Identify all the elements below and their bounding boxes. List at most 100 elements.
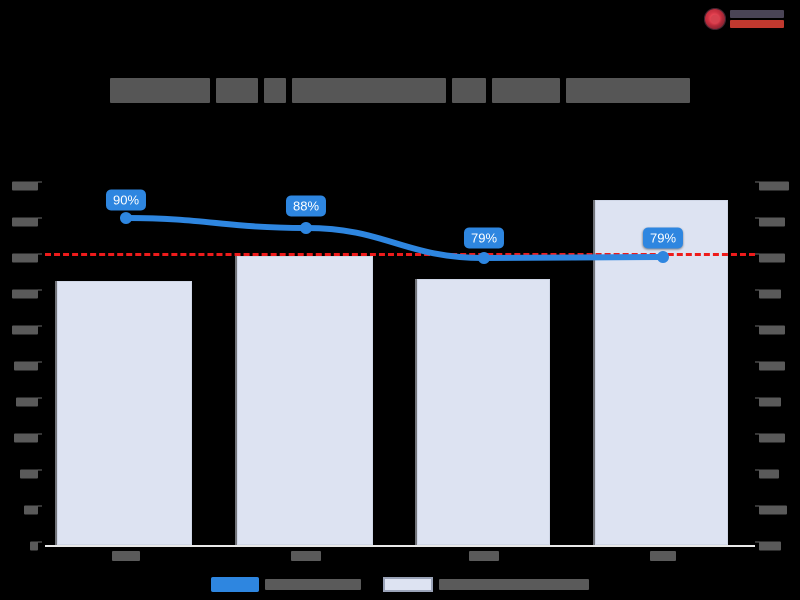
right-axis-tickmark (755, 469, 760, 471)
bar-column[interactable] (57, 281, 192, 545)
right-axis-tickmark (755, 541, 760, 543)
x-axis-category-text (291, 551, 321, 561)
left-axis-tickmark (37, 469, 42, 471)
right-axis-tick-text (759, 397, 781, 407)
data-label: 79% (642, 227, 684, 249)
right-axis-tickmark (755, 217, 760, 219)
data-label: 88% (285, 195, 327, 217)
title-word-2 (263, 78, 286, 103)
legend-label (439, 579, 589, 590)
x-axis-category-label (469, 548, 499, 566)
right-axis-tick-label (759, 214, 785, 227)
x-axis-category-label (112, 548, 140, 566)
logo-wordmark (730, 10, 784, 28)
left-axis-tick-label (30, 538, 38, 551)
left-axis-tickmark (37, 217, 42, 219)
left-axis-tick-text (14, 361, 38, 371)
legend-bar-swatch (383, 577, 433, 592)
left-axis-tick-text (12, 289, 38, 299)
right-axis-tickmark (755, 181, 760, 183)
left-axis-tick-label (14, 430, 38, 443)
right-axis-tickmark (755, 505, 760, 507)
bar-column[interactable] (595, 200, 728, 545)
title-word-3 (292, 78, 446, 103)
left-axis-tick-label (12, 214, 38, 227)
left-axis-tick-label (12, 250, 38, 263)
left-axis-tick-text (30, 541, 38, 551)
x-axis-category-text (650, 551, 676, 561)
left-axis-tick-label (24, 502, 38, 515)
right-axis-tick-text (759, 361, 785, 371)
right-axis-tick-text (759, 217, 785, 227)
left-axis-tickmark (37, 541, 42, 543)
title-word-0 (109, 78, 210, 103)
chart-legend (0, 577, 800, 592)
right-axis-tick-label (759, 286, 781, 299)
x-axis-category-label (650, 548, 676, 566)
y-axis-right (755, 170, 797, 551)
x-axis-category-text (469, 551, 499, 561)
title-word-1 (215, 78, 258, 103)
left-axis-tickmark (37, 361, 42, 363)
page-title (0, 78, 800, 109)
right-axis-tick-text (759, 253, 785, 263)
x-axis-category-labels (45, 548, 755, 564)
right-axis-tick-label (759, 178, 789, 191)
legend-label (265, 579, 361, 590)
right-axis-tick-label (759, 250, 785, 263)
right-axis-tick-text (759, 289, 781, 299)
data-label: 79% (463, 227, 505, 249)
left-axis-tickmark (37, 505, 42, 507)
left-axis-tick-text (12, 181, 38, 191)
bar-column[interactable] (417, 279, 550, 545)
logo-wordmark-line-1 (730, 10, 784, 18)
target-reference-line (45, 253, 755, 256)
right-axis-tick-label (759, 502, 787, 515)
left-axis-tick-label (16, 394, 38, 407)
bar-column[interactable] (237, 256, 373, 545)
right-axis-tick-label (759, 358, 785, 371)
right-axis-tickmark (755, 325, 760, 327)
left-axis-tick-label (20, 466, 38, 479)
legend-line-swatch (211, 577, 259, 592)
legend-bar-series[interactable] (383, 577, 589, 592)
x-axis-category-text (112, 551, 140, 561)
title-word-6 (566, 78, 691, 103)
right-axis-tick-text (759, 433, 785, 443)
y-axis-left (0, 170, 42, 551)
left-axis-tick-text (12, 217, 38, 227)
left-axis-tickmark (37, 289, 42, 291)
left-axis-tick-text (12, 253, 38, 263)
right-axis-tick-label (759, 466, 779, 479)
left-axis-tick-text (16, 397, 38, 407)
left-axis-tick-text (20, 469, 38, 479)
data-label: 90% (105, 189, 147, 211)
right-axis-tick-label (759, 538, 781, 551)
right-axis-tick-text (759, 541, 781, 551)
left-axis-tick-label (12, 286, 38, 299)
right-axis-tick-label (759, 394, 781, 407)
left-axis-tick-text (14, 433, 38, 443)
title-word-5 (492, 78, 561, 103)
brand-logo (704, 4, 792, 34)
right-axis-tick-text (759, 325, 785, 335)
left-axis-tick-label (12, 178, 38, 191)
left-axis-tickmark (37, 253, 42, 255)
right-axis-tick-label (759, 322, 785, 335)
left-axis-tick-label (12, 322, 38, 335)
right-axis-tick-text (759, 505, 787, 515)
right-axis-tickmark (755, 397, 760, 399)
right-axis-tick-label (759, 430, 785, 443)
left-axis-tickmark (37, 397, 42, 399)
plot-area (45, 170, 755, 545)
right-axis-tick-text (759, 469, 779, 479)
right-axis-tickmark (755, 361, 760, 363)
right-axis-tickmark (755, 253, 760, 255)
left-axis-tick-text (12, 325, 38, 335)
legend-line-series[interactable] (211, 577, 361, 592)
left-axis-tick-text (24, 505, 38, 515)
x-axis-category-label (291, 548, 321, 566)
logo-wordmark-line-2 (730, 20, 784, 28)
right-axis-tick-text (759, 181, 789, 191)
left-axis-tick-label (14, 358, 38, 371)
